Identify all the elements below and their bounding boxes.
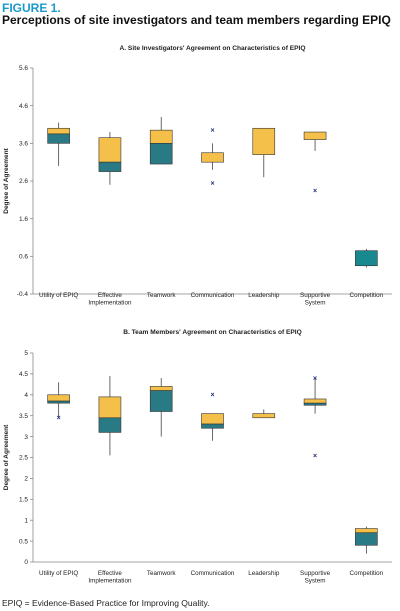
box-lower	[355, 532, 378, 546]
footnote: EPIQ = Evidence-Based Practice for Impro…	[2, 598, 210, 608]
box-lower	[98, 417, 122, 433]
box-upper	[303, 398, 327, 404]
y-tick-label: 1.6	[19, 216, 28, 223]
box-upper	[201, 152, 224, 163]
y-tick-label: 1	[24, 517, 28, 524]
x-category-label: Leadership	[248, 570, 280, 577]
y-tick-label: 3.6	[19, 141, 28, 148]
box-1	[98, 132, 122, 185]
box-3: ×	[201, 392, 224, 441]
x-category-label: Implementation	[88, 578, 132, 585]
box-4	[252, 409, 276, 419]
box-3: ××	[201, 128, 224, 187]
figure-title: Perceptions of site investigators and te…	[2, 13, 391, 27]
chart-team-members: B. Team Members' Agreement on Characteri…	[3, 329, 392, 585]
outlier-marker: ×	[210, 392, 214, 399]
y-axis-label: Degree of Agreement	[3, 424, 10, 490]
box-lower	[149, 143, 173, 165]
box-upper	[149, 386, 173, 391]
box-lower	[303, 402, 327, 406]
x-category-label: System	[305, 300, 326, 307]
outlier-marker: ×	[313, 188, 317, 195]
y-tick-label: 2	[24, 476, 28, 483]
x-category-label: Utility of EPIQ	[39, 292, 78, 299]
chart-site-investigators: A. Site Investigators' Agreement on Char…	[3, 45, 392, 307]
outlier-marker: ×	[313, 453, 317, 460]
y-tick-label: 4.6	[19, 103, 28, 110]
outlier-marker: ×	[313, 375, 317, 382]
box-5: ×	[303, 131, 327, 195]
box-lower	[47, 133, 70, 144]
y-axis-label: Degree of Agreement	[3, 147, 10, 213]
x-category-label: Teamwork	[147, 570, 177, 577]
box-upper	[252, 413, 276, 419]
box-upper	[47, 127, 70, 135]
box-6	[355, 248, 378, 268]
x-category-label: Teamwork	[147, 292, 177, 299]
chart-title: B. Team Members' Agreement on Characteri…	[123, 329, 302, 336]
x-category-label: Supportive	[300, 292, 331, 299]
y-tick-label: 0.6	[19, 254, 28, 261]
y-tick-label: 0.5	[19, 538, 28, 545]
outlier-marker: ×	[210, 180, 214, 187]
y-tick-label: 1.5	[19, 497, 28, 504]
x-category-label: Communication	[191, 292, 235, 299]
box-lower	[47, 400, 70, 404]
chart-title: A. Site Investigators' Agreement on Char…	[120, 45, 306, 52]
box-lower	[149, 390, 173, 412]
outlier-marker: ×	[210, 128, 214, 135]
box-2	[149, 378, 173, 437]
y-tick-label: 5.6	[19, 65, 28, 72]
box-lower	[98, 161, 122, 172]
x-category-label: Effective	[98, 570, 123, 577]
x-category-label: Effective	[98, 292, 123, 299]
figure-label: FIGURE 1.	[2, 1, 61, 15]
box-0: ×	[47, 382, 70, 422]
box-1	[98, 375, 122, 456]
box-upper	[98, 137, 122, 163]
outlier-marker: ×	[57, 415, 61, 422]
box-6	[355, 526, 378, 554]
y-tick-label: 2.6	[19, 178, 28, 185]
y-tick-label: 2.5	[19, 455, 28, 462]
box-upper	[47, 394, 70, 402]
box-upper	[355, 528, 378, 534]
box-body	[355, 250, 378, 267]
box-2	[149, 116, 173, 165]
box-lower	[201, 423, 224, 429]
y-tick-label: 4	[24, 392, 28, 399]
box-upper	[303, 131, 327, 140]
y-tick-label: -0.4	[17, 291, 29, 298]
x-category-label: Implementation	[88, 300, 132, 307]
x-category-label: Supportive	[300, 570, 331, 577]
box-upper	[201, 413, 224, 425]
y-tick-label: 3.5	[19, 413, 28, 420]
x-category-label: Competition	[350, 570, 384, 577]
x-category-label: Communication	[191, 570, 235, 577]
box-upper	[149, 129, 173, 144]
y-tick-label: 3	[24, 434, 28, 441]
box-5: ××	[303, 375, 327, 460]
box-upper	[252, 127, 276, 155]
y-tick-label: 4.5	[19, 371, 28, 378]
box-upper	[98, 396, 122, 419]
box-0	[47, 122, 70, 166]
y-tick-label: 5	[24, 350, 28, 357]
y-tick-label: 0	[24, 559, 28, 566]
x-category-label: System	[305, 578, 326, 585]
x-category-label: Utility of EPIQ	[39, 570, 78, 577]
x-category-label: Competition	[350, 292, 384, 299]
x-category-label: Leadership	[248, 292, 280, 299]
box-4	[252, 127, 276, 178]
